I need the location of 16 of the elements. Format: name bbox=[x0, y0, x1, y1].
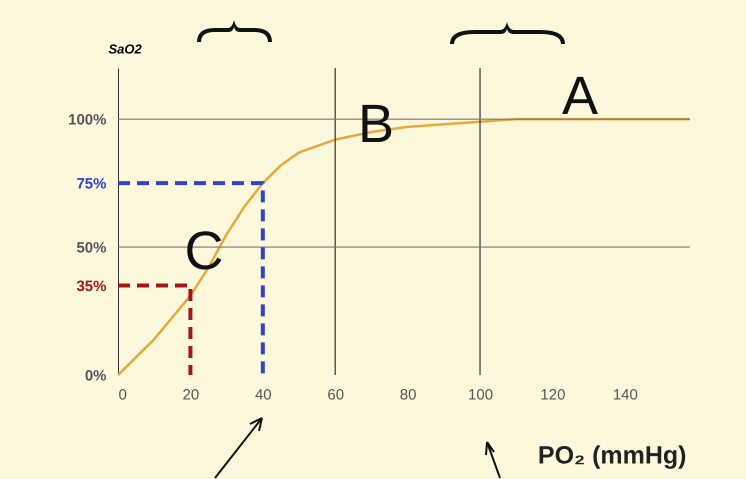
annotation: A bbox=[562, 66, 598, 126]
x-tick-label: 0 bbox=[118, 386, 127, 404]
x-tick-label: 60 bbox=[327, 386, 344, 404]
x-tick-label: 40 bbox=[254, 386, 272, 404]
x-tick-label: 20 bbox=[182, 386, 200, 404]
x-tick-label: 140 bbox=[612, 386, 638, 404]
y-axis-title: SaO2 bbox=[108, 42, 143, 56]
y-tick-label: 100% bbox=[68, 112, 106, 129]
x-tick-label: 80 bbox=[400, 386, 416, 404]
y-tick-label: 35% bbox=[76, 278, 106, 295]
y-tick-label: 75% bbox=[76, 176, 106, 193]
y-tick-label: 0% bbox=[84, 368, 106, 384]
y-tick-label: 50% bbox=[76, 240, 106, 257]
x-tick-label: 120 bbox=[540, 386, 566, 404]
x-axis-title: PO₂ (mmHg) bbox=[538, 442, 686, 470]
x-tick-label: 100 bbox=[468, 386, 494, 404]
